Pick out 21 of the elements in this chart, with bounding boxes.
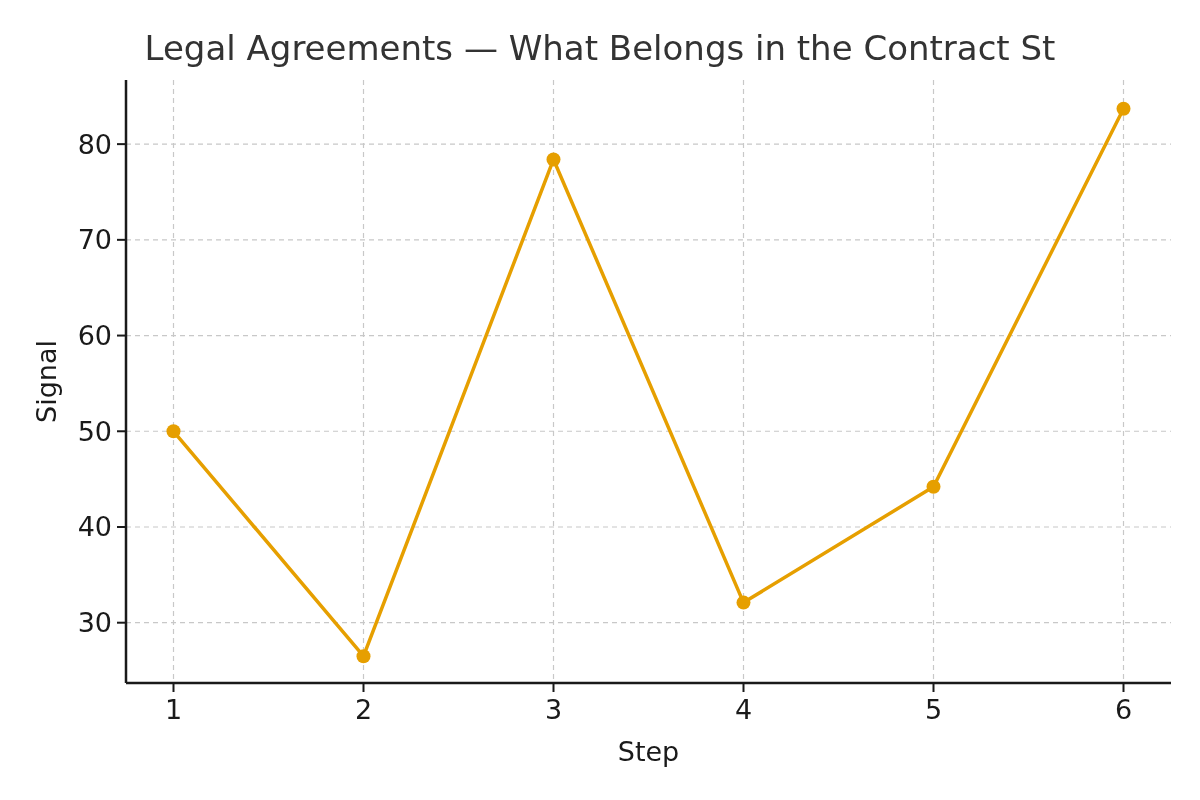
y-tick-label: 40: [77, 511, 112, 543]
x-axis-title: Step: [617, 736, 680, 767]
point: [546, 152, 561, 167]
y-axis-title: Signal: [31, 340, 62, 423]
point: [736, 595, 751, 610]
x-tick-label: 2: [354, 694, 373, 725]
y-tick-label: 60: [77, 320, 112, 352]
y-tick-label: 70: [77, 224, 112, 256]
x-tick-label: 6: [1114, 694, 1133, 725]
point: [356, 649, 371, 664]
y-tick-label: 50: [77, 415, 112, 447]
point: [1116, 101, 1131, 116]
point: [926, 479, 941, 494]
x-tick-label: 1: [164, 694, 183, 725]
x-tick-label: 4: [734, 694, 753, 725]
x-tick-label: 5: [924, 694, 943, 725]
x-tick-label: 3: [544, 694, 563, 725]
point: [166, 424, 181, 439]
y-tick-label: 30: [77, 607, 112, 639]
y-tick-label: 80: [77, 128, 112, 160]
chart-title: Legal Agreements — What Belongs in the Contract St: [144, 28, 1056, 68]
